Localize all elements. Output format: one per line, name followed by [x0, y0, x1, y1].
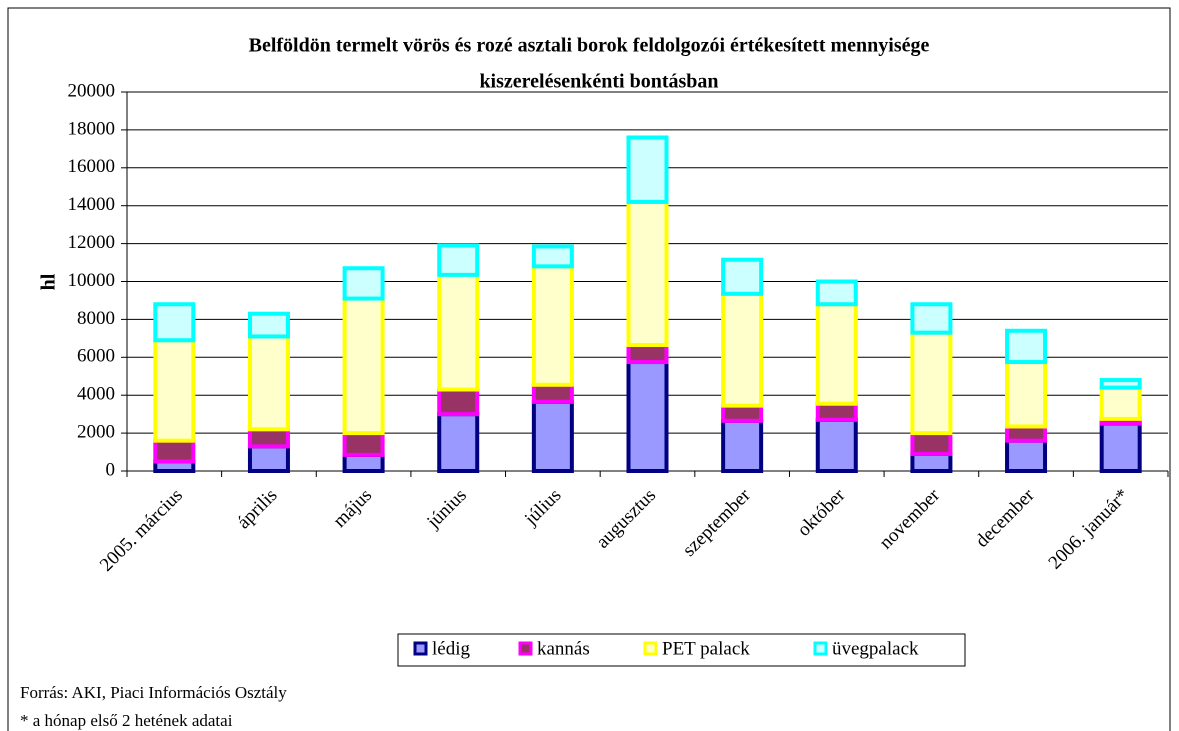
- bar-segment: [721, 257, 764, 296]
- y-tick-label: 14000: [68, 194, 116, 215]
- bar-segment: [247, 334, 290, 432]
- bar-segment: [815, 417, 858, 473]
- bar-segment: [153, 338, 196, 443]
- bar-segment: [910, 431, 953, 456]
- bar-segment: [626, 135, 669, 204]
- bar-segment: [721, 291, 764, 408]
- y-tick-label: 2000: [77, 421, 115, 442]
- bar-segment: [910, 330, 953, 436]
- footnote: * a hónap első 2 hetének adatai: [20, 711, 233, 730]
- bar-segment: [247, 444, 290, 473]
- bar-segment: [626, 342, 669, 365]
- chart-title: kiszerelésenkénti bontásban: [479, 71, 718, 93]
- y-tick-label: 4000: [77, 384, 115, 405]
- legend-swatch: [518, 641, 533, 656]
- bar-segment: [910, 451, 953, 474]
- bar-segment: [531, 264, 574, 387]
- bar-segment: [342, 452, 385, 473]
- bar-segment: [342, 431, 385, 457]
- bar-segment: [342, 266, 385, 301]
- bar-segment: [1005, 438, 1048, 473]
- bar-segment: [153, 302, 196, 343]
- bar-segment: [1099, 378, 1142, 390]
- source-note: Forrás: AKI, Piaci Információs Osztály: [20, 683, 287, 702]
- bar-segment: [247, 311, 290, 339]
- bar-segment: [437, 243, 480, 277]
- bar-segment: [1005, 424, 1048, 443]
- y-tick-label: 8000: [77, 308, 115, 329]
- y-tick-label: 18000: [68, 118, 116, 139]
- bar-segment: [531, 399, 574, 473]
- legend-swatch: [413, 641, 428, 656]
- bar-segment: [1005, 328, 1048, 365]
- y-tick-label: 0: [106, 459, 116, 480]
- legend-label: üvegpalack: [832, 638, 919, 659]
- legend-swatch: [643, 641, 658, 656]
- bar-segment: [1099, 385, 1142, 421]
- legend-label: PET palack: [662, 638, 750, 659]
- y-tick-label: 6000: [77, 346, 115, 367]
- bar-segment: [1099, 421, 1142, 473]
- y-tick-label: 12000: [68, 232, 116, 253]
- bar-segment: [910, 302, 953, 335]
- bar-segment: [626, 199, 669, 347]
- bar-segment: [247, 427, 290, 449]
- bar-segment: [815, 401, 858, 422]
- bar-segment: [531, 382, 574, 404]
- bar-segment: [437, 387, 480, 417]
- bar-segment: [815, 302, 858, 406]
- bar-segment: [626, 360, 669, 474]
- y-tick-label: 20000: [68, 80, 116, 101]
- chart-frame: [7, 7, 1171, 731]
- bar-segment: [721, 418, 764, 473]
- bar-segment: [437, 412, 480, 473]
- bar-segment: [721, 403, 764, 423]
- y-tick-label: 16000: [68, 156, 116, 177]
- bar-segment: [531, 244, 574, 269]
- bar-segment: [1005, 360, 1048, 429]
- y-tick-label: 10000: [68, 270, 116, 291]
- legend-swatch: [813, 641, 828, 656]
- chart-title: Belföldön termelt vörös és rozé asztali …: [249, 35, 930, 57]
- y-axis-label: hl: [38, 273, 60, 290]
- bar-segment: [342, 296, 385, 436]
- legend-label: lédig: [432, 638, 470, 659]
- bar-segment: [153, 438, 196, 464]
- bar-segment: [815, 279, 858, 307]
- legend-label: kannás: [537, 638, 590, 659]
- bar-segment: [437, 272, 480, 392]
- legend-box: [397, 633, 966, 667]
